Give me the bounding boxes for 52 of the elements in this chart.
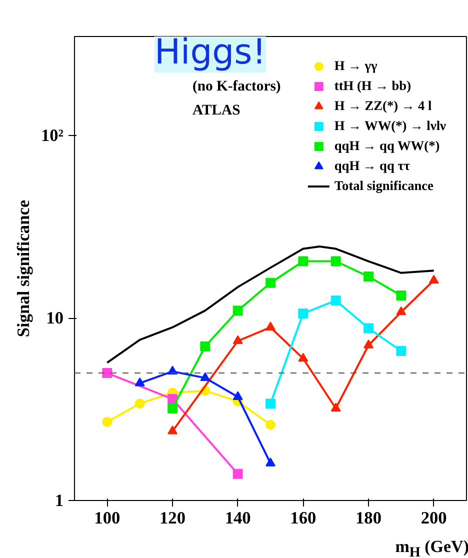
- y-tick-label: 10²: [40, 126, 64, 146]
- y-tick-label: 10: [46, 308, 64, 328]
- point: [232, 335, 243, 344]
- legend-label: qqH → qq WW(*): [334, 138, 440, 154]
- point: [298, 256, 308, 266]
- point: [266, 398, 276, 409]
- y-tick-label: 1: [54, 491, 64, 510]
- point: [266, 322, 276, 330]
- point: [330, 295, 341, 306]
- point: [232, 306, 243, 316]
- point: [266, 458, 276, 466]
- point: [396, 306, 406, 316]
- x-tick-label: 140: [224, 508, 251, 528]
- point: [396, 346, 406, 356]
- x-tick-label: 160: [290, 508, 316, 528]
- x-tick-label: 120: [160, 508, 186, 528]
- line-series: [106, 245, 435, 364]
- x-axis-title: m$_{H}$ (GeV): [395, 536, 468, 558]
- point: [232, 468, 243, 479]
- legend-label: H → ZZ(*) → 4 l: [334, 98, 432, 114]
- annotation: Higgs!: [154, 32, 266, 72]
- point: [298, 352, 308, 362]
- x-tick-label: 200: [420, 508, 447, 528]
- point: [330, 402, 341, 412]
- point: [330, 256, 341, 266]
- point: [396, 290, 406, 301]
- point: [298, 308, 308, 318]
- point: [364, 340, 374, 348]
- annotation: (no K-factors): [192, 78, 281, 94]
- point: [134, 377, 145, 386]
- point: [428, 274, 439, 284]
- annotation: ATLAS: [192, 102, 240, 118]
- legend-label: ttH (H → bb): [334, 78, 412, 94]
- legend-label: Total significance: [334, 178, 434, 194]
- point: [200, 341, 210, 352]
- point: [134, 398, 145, 409]
- point: [102, 368, 112, 378]
- legend-label: qqH → qq ττ: [334, 158, 410, 174]
- point: [168, 425, 178, 434]
- point: [266, 278, 276, 288]
- point: [364, 272, 374, 282]
- y-axis-title: Signal significance: [14, 200, 33, 338]
- x-tick-label: 180: [356, 508, 382, 528]
- point: [232, 391, 243, 400]
- point: [102, 416, 112, 427]
- legend-label: H → γγ: [334, 58, 378, 74]
- legend-label: H → WW(*) → lνlν: [334, 118, 446, 134]
- point: [364, 323, 374, 334]
- point: [200, 372, 210, 382]
- x-tick-label: 100: [94, 508, 120, 528]
- point: [168, 403, 178, 414]
- point: [266, 420, 276, 430]
